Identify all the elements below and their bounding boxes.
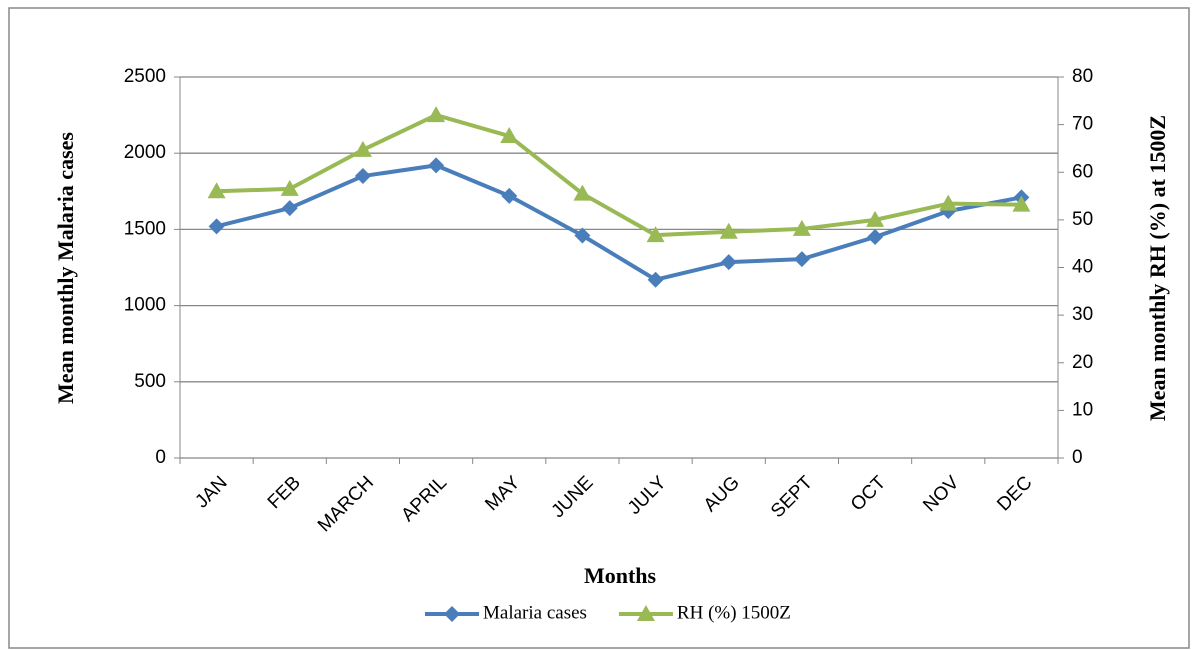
y2-tick-label: 70 [1072,114,1093,135]
y2-tick-label: 10 [1072,399,1093,420]
point [867,229,884,246]
y-tick-label: 2000 [124,142,166,163]
y2-tick-label: 80 [1072,66,1093,87]
point [792,219,811,236]
point [501,187,518,204]
y2-axis-title: Mean monthly RH (%) at 1500Z [1145,115,1170,421]
legend-label: Malaria cases [483,602,587,623]
point [939,194,958,211]
point [427,106,446,123]
point [500,127,519,144]
y2-tick-label: 50 [1072,209,1093,230]
legend-marker [636,605,655,621]
point [793,251,810,268]
y2-tick-label: 40 [1072,257,1093,278]
point [207,182,226,199]
legend-label: RH (%) 1500Z [677,602,791,623]
point [574,227,591,244]
x-axis-title: Months [584,563,657,588]
y-tick-label: 1000 [124,295,166,316]
point [866,210,885,227]
chart-border [8,7,1190,649]
series-line [216,113,1022,238]
point [719,222,738,239]
y-tick-label: 1500 [124,218,166,239]
point [647,271,664,288]
y-tick-label: 500 [134,371,166,392]
y2-tick-label: 20 [1072,352,1093,373]
y-tick-label: 2500 [124,66,166,87]
point [720,254,737,271]
y2-tick-label: 30 [1072,304,1093,325]
y2-tick-label: 60 [1072,161,1093,182]
series-line [216,163,1022,282]
point [208,218,225,235]
y2-tick-label: 0 [1072,447,1083,468]
point [646,226,665,243]
point [281,200,298,217]
point [353,140,372,157]
point [280,179,299,196]
point [354,168,371,185]
point [573,184,592,201]
point [1012,195,1031,212]
point [428,157,445,174]
legend-marker [444,606,460,622]
y-tick-label: 0 [155,447,166,468]
y-axis-title: Mean monthly Malaria cases [53,132,78,404]
